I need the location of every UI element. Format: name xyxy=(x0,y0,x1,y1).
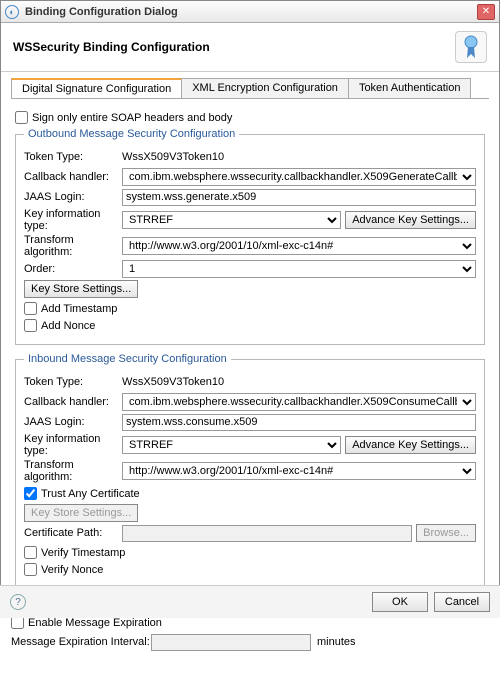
in-browse-button: Browse... xyxy=(416,524,476,542)
in-transform-label: Transform algorithm: xyxy=(24,459,122,483)
tab-panel: Sign only entire SOAP headers and body O… xyxy=(11,99,489,601)
in-callback-select[interactable]: com.ibm.websphere.wssecurity.callbackhan… xyxy=(122,393,476,411)
ok-button[interactable]: OK xyxy=(372,592,428,612)
out-token-label: Token Type: xyxy=(24,151,122,163)
out-order-select[interactable]: 1 xyxy=(122,260,476,278)
inbound-legend: Inbound Message Security Configuration xyxy=(24,353,231,365)
app-icon: ◐ xyxy=(5,5,19,19)
in-verify-nonce-label: Verify Nonce xyxy=(41,564,103,576)
header: WSSecurity Binding Configuration xyxy=(1,23,499,72)
cancel-button[interactable]: Cancel xyxy=(434,592,490,612)
close-button[interactable]: ✕ xyxy=(477,4,495,20)
out-add-nonce-label: Add Nonce xyxy=(41,320,95,332)
tab-signature[interactable]: Digital Signature Configuration xyxy=(11,78,182,98)
expiration-section: Enable Message Expiration Message Expira… xyxy=(11,610,489,693)
tab-token-auth[interactable]: Token Authentication xyxy=(348,78,472,98)
exp-interval-label: Message Expiration Interval: xyxy=(11,636,151,648)
outbound-group: Outbound Message Security Configuration … xyxy=(15,128,485,345)
footer: ? OK Cancel xyxy=(0,585,500,618)
dialog-title: Binding Configuration Dialog xyxy=(25,6,477,18)
enable-exp-label: Enable Message Expiration xyxy=(28,617,162,629)
exp-interval-input xyxy=(151,634,311,651)
out-transform-select[interactable]: http://www.w3.org/2001/10/xml-exc-c14n# xyxy=(122,237,476,255)
in-keyinfo-select[interactable]: STRREF xyxy=(122,436,341,454)
in-token-label: Token Type: xyxy=(24,376,122,388)
inbound-group: Inbound Message Security Configuration T… xyxy=(15,353,485,589)
page-title: WSSecurity Binding Configuration xyxy=(13,40,455,54)
out-add-ts-label: Add Timestamp xyxy=(41,303,117,315)
in-jaas-label: JAAS Login: xyxy=(24,416,122,428)
in-verify-ts-checkbox[interactable] xyxy=(24,546,37,559)
in-transform-select[interactable]: http://www.w3.org/2001/10/xml-exc-c14n# xyxy=(122,462,476,480)
ribbon-icon xyxy=(455,31,487,63)
in-callback-label: Callback handler: xyxy=(24,396,122,408)
in-verify-nonce-checkbox[interactable] xyxy=(24,563,37,576)
in-verify-ts-label: Verify Timestamp xyxy=(41,547,125,559)
tab-bar: Digital Signature Configuration XML Encr… xyxy=(11,78,489,99)
sign-only-checkbox[interactable] xyxy=(15,111,28,124)
in-trust-any-label: Trust Any Certificate xyxy=(41,488,140,500)
out-add-ts-checkbox[interactable] xyxy=(24,302,37,315)
outbound-legend: Outbound Message Security Configuration xyxy=(24,128,239,140)
out-keyinfo-select[interactable]: STRREF xyxy=(122,211,341,229)
in-trust-any-checkbox[interactable] xyxy=(24,487,37,500)
in-jaas-input[interactable] xyxy=(122,414,476,431)
in-token-value: WssX509V3Token10 xyxy=(122,376,476,388)
out-transform-label: Transform algorithm: xyxy=(24,234,122,258)
out-jaas-label: JAAS Login: xyxy=(24,191,122,203)
help-icon[interactable]: ? xyxy=(10,594,26,610)
in-keystore-button: Key Store Settings... xyxy=(24,504,138,522)
out-callback-select[interactable]: com.ibm.websphere.wssecurity.callbackhan… xyxy=(122,168,476,186)
out-keystore-button[interactable]: Key Store Settings... xyxy=(24,280,138,298)
out-add-nonce-checkbox[interactable] xyxy=(24,319,37,332)
title-bar: ◐ Binding Configuration Dialog ✕ xyxy=(1,1,499,23)
in-adv-key-button[interactable]: Advance Key Settings... xyxy=(345,436,476,454)
out-keyinfo-label: Key information type: xyxy=(24,208,122,232)
out-jaas-input[interactable] xyxy=(122,189,476,206)
out-adv-key-button[interactable]: Advance Key Settings... xyxy=(345,211,476,229)
out-order-label: Order: xyxy=(24,263,122,275)
exp-unit-label: minutes xyxy=(317,636,356,648)
in-certpath-label: Certificate Path: xyxy=(24,527,122,539)
tab-encryption[interactable]: XML Encryption Configuration xyxy=(181,78,349,98)
sign-only-label: Sign only entire SOAP headers and body xyxy=(32,112,232,124)
in-keyinfo-label: Key information type: xyxy=(24,433,122,457)
out-callback-label: Callback handler: xyxy=(24,171,122,183)
out-token-value: WssX509V3Token10 xyxy=(122,151,476,163)
in-certpath-input xyxy=(122,525,412,542)
